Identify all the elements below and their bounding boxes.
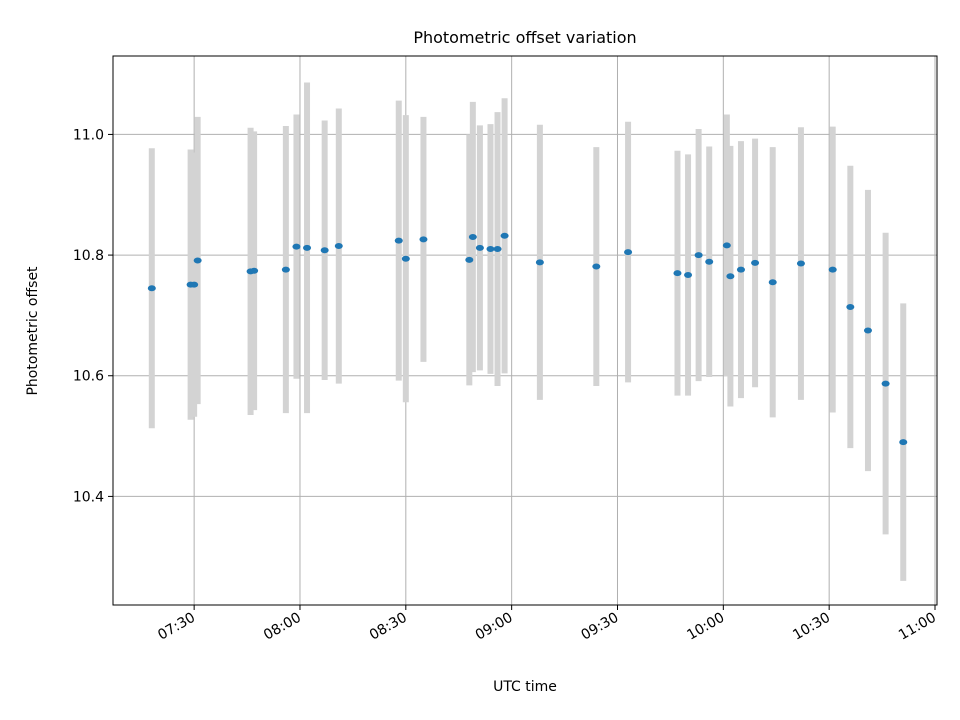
y-tick-label: 11.0 <box>73 127 104 143</box>
data-point <box>250 267 259 274</box>
data-point <box>419 236 428 243</box>
y-tick: 10.8 <box>73 248 113 264</box>
data-point <box>881 380 890 387</box>
y-tick-label: 10.6 <box>73 369 104 385</box>
data-point <box>500 232 509 239</box>
data-point <box>736 266 745 273</box>
data-point <box>751 259 760 266</box>
data-point <box>320 247 329 254</box>
data-point <box>722 242 731 249</box>
data-point <box>475 244 484 251</box>
y-tick: 10.6 <box>73 369 113 385</box>
data-point <box>863 327 872 334</box>
y-axis-ticks: 10.4 10.6 10.8 11.0 <box>73 127 113 505</box>
y-tick: 10.4 <box>73 489 113 505</box>
data-point <box>828 266 837 273</box>
chart-title: Photometric offset variation <box>413 28 636 47</box>
plot-area-frame <box>112 55 938 606</box>
data-point <box>147 285 156 292</box>
data-point <box>694 252 703 259</box>
data-point <box>394 237 403 244</box>
y-tick-label: 10.4 <box>73 489 104 505</box>
y-tick: 11.0 <box>73 127 113 143</box>
data-point <box>535 259 544 266</box>
data-point <box>846 303 855 310</box>
data-point <box>193 257 202 264</box>
data-point <box>899 439 908 446</box>
y-axis-label: Photometric offset <box>25 266 41 396</box>
y-tick-label: 10.8 <box>73 248 104 264</box>
data-point <box>334 243 343 250</box>
data-point <box>281 266 290 273</box>
data-point <box>768 279 777 286</box>
data-point <box>303 244 312 251</box>
data-point <box>796 260 805 267</box>
data-point <box>673 270 682 277</box>
data-point <box>190 281 199 288</box>
data-point <box>624 249 633 256</box>
data-point <box>493 246 502 253</box>
data-point <box>486 246 495 253</box>
data-point <box>592 263 601 270</box>
data-point <box>705 258 714 265</box>
x-axis-label: UTC time <box>493 679 557 695</box>
data-point <box>684 271 693 278</box>
data-points <box>147 232 908 446</box>
data-point <box>468 233 477 240</box>
data-point <box>401 255 410 262</box>
data-point <box>292 243 301 250</box>
data-point <box>726 273 735 280</box>
data-point <box>465 256 474 263</box>
